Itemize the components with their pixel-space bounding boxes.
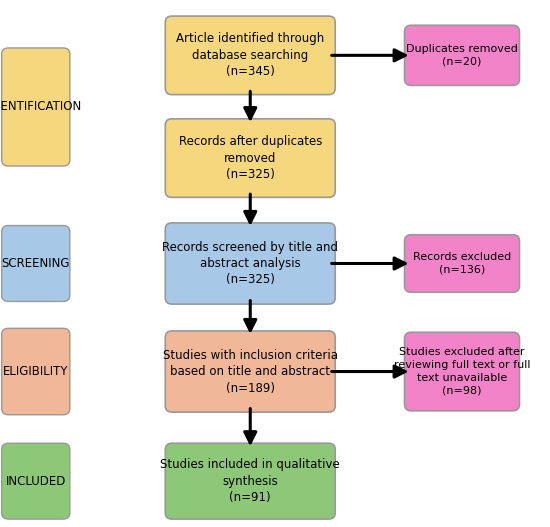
FancyBboxPatch shape [165, 443, 335, 519]
Text: IDENTIFICATION: IDENTIFICATION [0, 101, 82, 113]
FancyBboxPatch shape [165, 16, 335, 95]
Text: SCREENING: SCREENING [2, 257, 70, 270]
FancyBboxPatch shape [404, 333, 519, 411]
Text: Article identified through
database searching
(n=345): Article identified through database sear… [176, 32, 324, 79]
Text: INCLUDED: INCLUDED [6, 475, 66, 487]
FancyBboxPatch shape [165, 223, 335, 304]
FancyBboxPatch shape [2, 443, 70, 519]
Text: ELIGIBILITY: ELIGIBILITY [3, 365, 69, 378]
FancyBboxPatch shape [165, 119, 335, 198]
FancyBboxPatch shape [404, 25, 519, 85]
FancyBboxPatch shape [2, 328, 70, 415]
FancyBboxPatch shape [165, 331, 335, 412]
FancyBboxPatch shape [2, 48, 70, 166]
FancyBboxPatch shape [404, 235, 519, 292]
Text: Studies excluded after
reviewing full text or full
text unavailable
(n=98): Studies excluded after reviewing full te… [394, 347, 530, 396]
Text: Studies with inclusion criteria
based on title and abstract
(n=189): Studies with inclusion criteria based on… [163, 348, 338, 395]
Text: Records screened by title and
abstract analysis
(n=325): Records screened by title and abstract a… [162, 240, 338, 287]
Text: Studies included in qualitative
synthesis
(n=91): Studies included in qualitative synthesi… [161, 458, 340, 504]
Text: Duplicates removed
(n=20): Duplicates removed (n=20) [406, 44, 518, 67]
FancyBboxPatch shape [2, 226, 70, 301]
Text: Records after duplicates
removed
(n=325): Records after duplicates removed (n=325) [179, 135, 322, 181]
Text: Records excluded
(n=136): Records excluded (n=136) [413, 252, 511, 275]
